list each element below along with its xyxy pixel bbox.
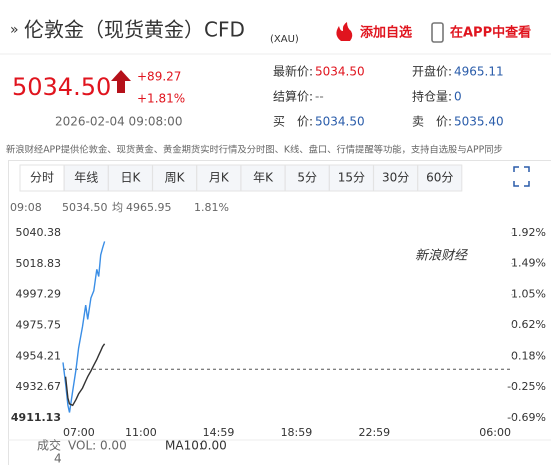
y2-tick-label: 1.92% <box>511 226 546 239</box>
y2-tick-label: -0.69% <box>507 411 546 424</box>
change: +89.27 <box>137 70 181 84</box>
y2-tick-label: 1.49% <box>511 256 546 269</box>
y-tick-label: 4975.75 <box>16 319 62 332</box>
field-label: 结算价: <box>273 89 313 104</box>
info-avg-label: 均 <box>112 201 123 214</box>
add-watchlist[interactable]: 添加自选 <box>360 25 412 41</box>
y-tick-label: 5040.38 <box>16 226 62 239</box>
y2-tick-label: -0.25% <box>507 380 546 393</box>
tab-bg[interactable] <box>240 164 286 192</box>
x-tick-label: 07:00 <box>63 426 95 439</box>
tab-bg[interactable] <box>417 164 463 192</box>
tab[interactable]: 60分 <box>426 171 453 185</box>
volume-label: 成交 <box>37 438 61 453</box>
field-label: 卖 价: <box>412 115 452 129</box>
tab[interactable]: 年线 <box>74 171 98 185</box>
y-tick-label: 4997.29 <box>16 288 62 301</box>
field-label: 买 价: <box>273 115 313 129</box>
ma10-label: MA10: <box>165 439 203 453</box>
tab[interactable]: 周K <box>165 171 186 185</box>
tab[interactable]: 日K <box>120 171 141 185</box>
info-avg: 4965.95 <box>126 201 172 214</box>
tab[interactable]: 5分 <box>297 171 317 185</box>
vol: VOL: 0.00 <box>68 439 127 453</box>
chart-frame <box>8 160 551 465</box>
ma10-value: 0.00 <box>200 439 227 453</box>
field-label: 开盘价: <box>412 64 452 79</box>
fire-icon <box>336 22 353 41</box>
title: 伦敦金（现货黄金）CFD <box>24 18 245 42</box>
price: 5034.50 <box>12 73 111 101</box>
y2-tick-label: 0.62% <box>511 318 546 331</box>
code: (XAU) <box>270 34 299 45</box>
series-line <box>62 241 106 413</box>
tab[interactable]: 月K <box>209 171 230 185</box>
field-value: 5034.50 <box>315 65 365 79</box>
y-tick-label: 4954.21 <box>16 349 62 362</box>
y2-tick-label: 0.18% <box>511 349 546 362</box>
y-tick-label: 4932.67 <box>16 380 62 393</box>
y-tick-label: 4911.13 <box>11 411 61 424</box>
x-tick-label: 11:00 <box>125 426 157 439</box>
tab[interactable]: 分时 <box>30 171 54 185</box>
change-pct: +1.81% <box>137 92 185 106</box>
expand-icon[interactable] <box>513 166 530 187</box>
field-value: 5034.50 <box>315 115 365 129</box>
field-value: 5035.40 <box>454 115 504 129</box>
field-value: 4965.11 <box>454 65 504 79</box>
tab[interactable]: 30分 <box>382 171 409 185</box>
tab-bg[interactable] <box>373 164 419 192</box>
tab-bg[interactable] <box>63 164 109 192</box>
tab-bg[interactable] <box>328 164 374 192</box>
title-icon: » <box>10 22 19 38</box>
tab[interactable]: 15分 <box>338 171 365 185</box>
info-time: 09:08 <box>10 201 42 214</box>
field-value: 0 <box>454 90 462 104</box>
notice: 新浪财经APP提供伦敦金、现货黄金、黄金期货实时行情及分时图、K线、盘口、行情提… <box>6 144 503 156</box>
x-tick-label: 06:00 <box>479 426 511 439</box>
quote-time: 2026-02-04 09:08:00 <box>55 115 182 129</box>
y-tick-label: 5018.83 <box>16 257 62 270</box>
tab[interactable]: 年K <box>253 171 274 185</box>
open-app[interactable]: 在APP中查看 <box>450 25 531 41</box>
up-arrow <box>111 70 131 93</box>
info-pct: 1.81% <box>194 201 229 214</box>
x-tick-label: 18:59 <box>281 426 313 439</box>
volume-count: 4 <box>54 452 62 465</box>
field-value: -- <box>315 90 324 104</box>
field-label: 最新价: <box>273 64 313 79</box>
y2-tick-label: 1.05% <box>511 288 546 301</box>
tab-bg[interactable] <box>196 164 242 192</box>
phone-icon <box>431 22 444 43</box>
x-tick-label: 22:59 <box>358 426 390 439</box>
x-tick-label: 14:59 <box>203 426 235 439</box>
series-line <box>64 343 106 407</box>
watermark: 新浪财经 <box>415 248 469 264</box>
field-label: 持仓量: <box>412 89 452 104</box>
info-price: 5034.50 <box>62 201 108 214</box>
tab-bg[interactable] <box>284 164 330 192</box>
